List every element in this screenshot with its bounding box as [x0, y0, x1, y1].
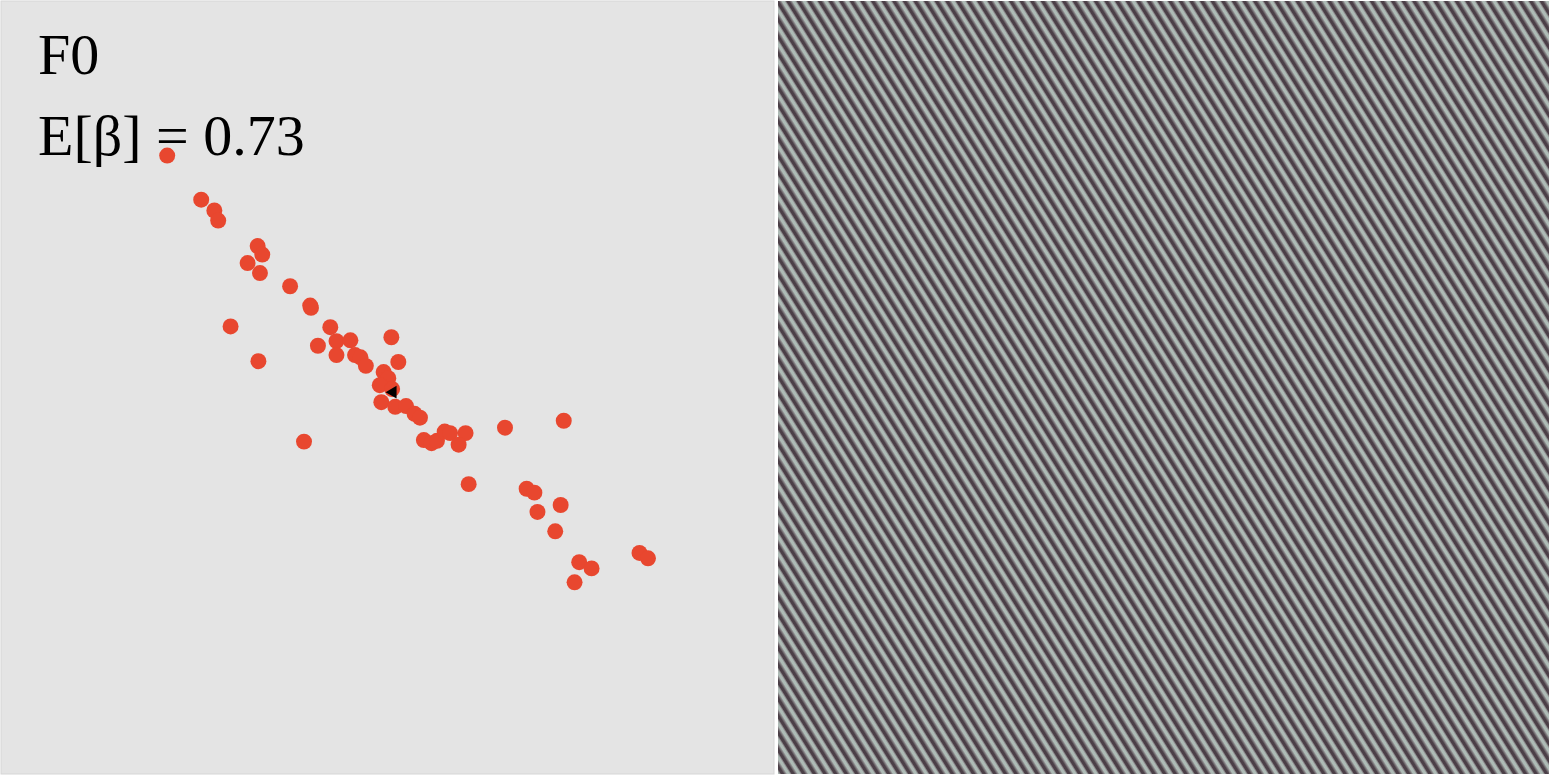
point [254, 247, 270, 263]
point [547, 523, 563, 539]
figure: F0 E[β] = 0.73 [0, 0, 1550, 775]
point [383, 329, 399, 345]
point [358, 358, 374, 374]
point [451, 437, 467, 453]
texture-image [778, 1, 1549, 774]
subtitle: E[β] = 0.73 [38, 103, 305, 168]
point [296, 434, 312, 450]
point [390, 354, 406, 370]
point [640, 550, 656, 566]
point [567, 574, 583, 590]
point [529, 504, 545, 520]
point [329, 333, 345, 349]
point [250, 353, 266, 369]
point [584, 560, 600, 576]
point [310, 338, 326, 354]
point [303, 300, 319, 316]
point [526, 485, 542, 501]
point [322, 319, 338, 335]
point [556, 413, 572, 429]
point [373, 394, 389, 410]
point [193, 192, 209, 208]
point [210, 213, 226, 229]
point [497, 420, 513, 436]
point [553, 497, 569, 513]
point [282, 278, 298, 294]
points [159, 148, 656, 591]
marker [386, 386, 403, 402]
point [461, 476, 477, 492]
title: F0 [38, 22, 99, 87]
point [223, 318, 239, 334]
point [252, 265, 268, 281]
point [329, 347, 345, 363]
point [240, 255, 256, 271]
point [342, 332, 358, 348]
plot-frame [1, 1, 774, 774]
point [412, 410, 428, 426]
